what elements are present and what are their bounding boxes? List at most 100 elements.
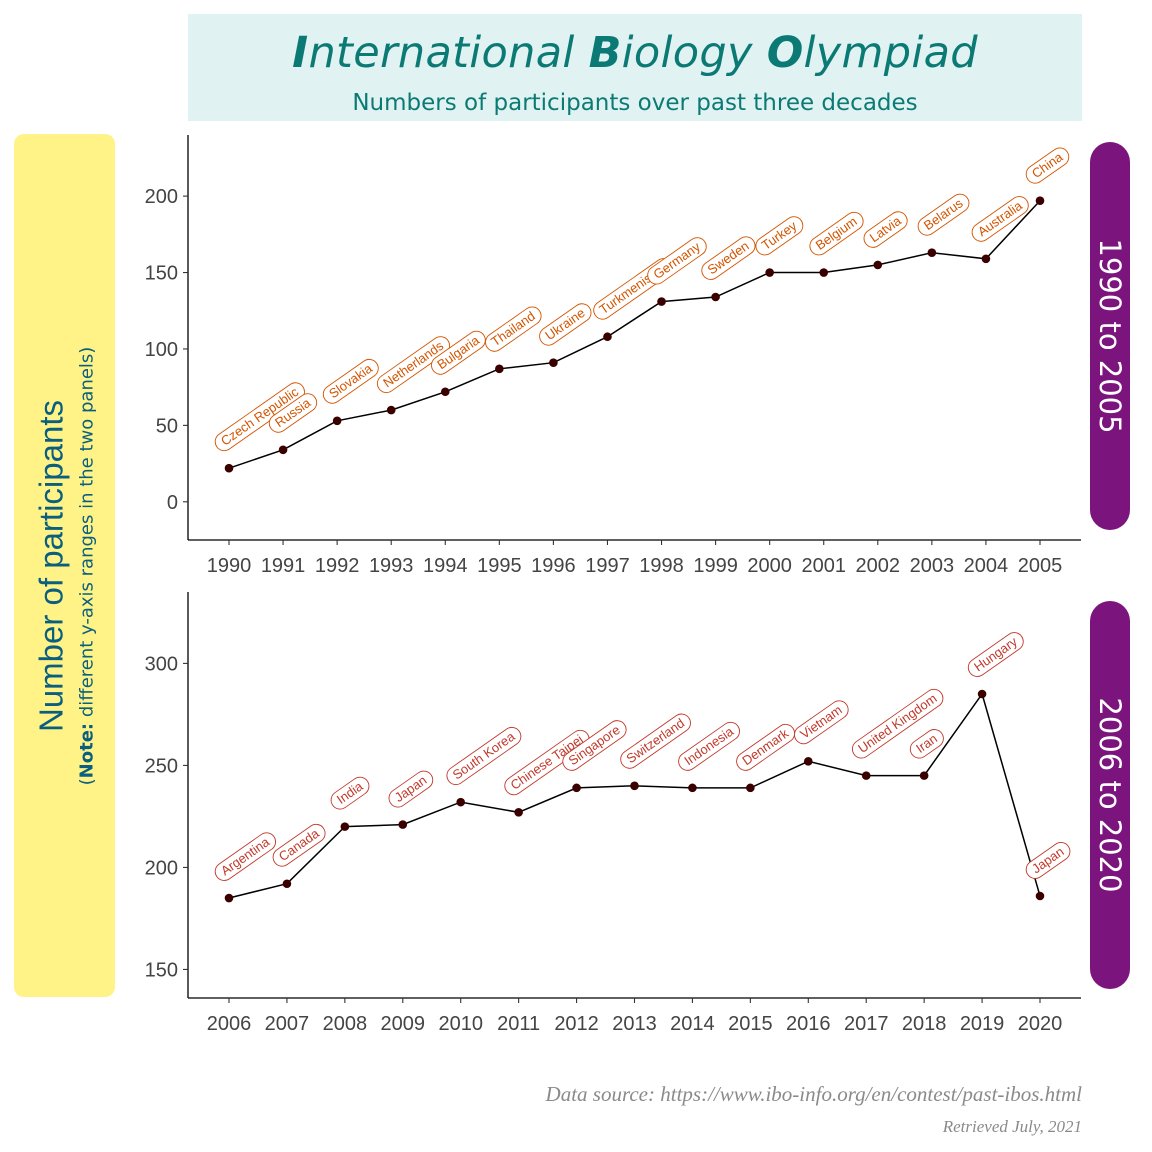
data-label: Sweden [701,236,756,280]
data-label: Belgium [809,211,864,256]
data-point [657,297,666,306]
x-tick-label: 1990 [207,555,252,577]
title-part-iology: iology [621,28,767,78]
title-part-b: B [588,28,622,78]
data-point [549,358,558,368]
data-point [927,248,937,257]
data-label-box [272,823,326,867]
data-label-box [809,211,864,256]
data-label-box [214,382,305,452]
title-part-lympiad: lympiad [803,28,978,78]
data-point [803,757,813,766]
x-tick-label: 2020 [1018,1013,1063,1035]
caption-source: Data source: https://www.ibo-info.org/en… [545,1082,1082,1106]
data-point [919,771,929,780]
x-tick-label: 2005 [1018,555,1063,577]
data-label: Hungary [967,632,1024,677]
data-label-text: Denmark [739,725,791,768]
y-tick-label: 250 [145,755,178,777]
title-part-nternational: nternational [308,28,589,78]
data-point [278,445,288,455]
y-tick-label: 150 [145,959,178,981]
title-part-o: O [766,28,804,78]
y-axis-label-box: Number of participants (Note: different … [14,134,115,997]
x-tick-label: 2006 [207,1013,252,1035]
data-label-box [967,632,1024,677]
data-label: Vietnam [794,700,849,745]
data-label-box [431,330,486,375]
data-label-box [268,393,318,433]
x-tick-label: 1996 [531,555,576,577]
data-point [386,405,396,415]
data-label-box [647,237,707,285]
data-label: China [1025,147,1070,184]
data-point [282,879,292,889]
title-part-i: I [292,28,309,78]
data-label-box [701,236,756,280]
data-point [456,797,466,807]
data-point [1035,196,1045,206]
data-label-text: Argentina [218,834,273,879]
y-tick-label: 0 [167,492,178,514]
x-tick-label: 2019 [960,1013,1005,1035]
data-label-box [485,306,542,352]
data-label-text: Australia [975,197,1026,239]
x-tick-label: 2012 [554,1013,599,1035]
x-tick-label: 2008 [323,1013,368,1035]
data-point [765,268,774,277]
data-label: Thailand [485,306,542,352]
data-label-box [376,336,451,394]
data-label: Latvia [863,211,908,248]
x-tick-label: 1994 [423,555,468,577]
data-label-box [620,713,691,769]
data-label-box [736,723,796,771]
data-label-box [851,688,944,759]
y-tick-label: 200 [145,186,178,208]
panel-strip-bottom: 2006 to 2020 [1090,601,1130,989]
y-tick-label: 100 [145,339,178,361]
data-label: Canada [272,823,326,867]
data-label-box [446,726,522,786]
data-point [630,781,639,791]
data-label-text: Indonesia [681,723,736,768]
data-label: Belarus [917,193,970,236]
x-tick-label: 2016 [786,1013,831,1035]
data-label: India [330,776,370,810]
data-label: Germany [647,237,707,285]
x-tick-label: 1992 [315,555,360,577]
data-label-box [504,729,590,796]
data-label-box [794,700,849,745]
data-label: Argentina [214,832,277,881]
x-tick-label: 1993 [369,555,414,577]
data-label: Japan [388,770,434,808]
data-point [688,783,697,793]
y-tick-label: 200 [145,857,178,879]
data-label-box [562,720,627,771]
x-tick-label: 1998 [639,555,684,577]
x-tick-label: 2018 [902,1013,947,1035]
x-tick-label: 2015 [728,1013,773,1035]
data-point [398,820,408,829]
x-tick-label: 2002 [856,555,901,577]
data-point [603,332,612,342]
data-label-box [330,776,370,810]
x-tick-label: 2010 [438,1013,483,1035]
data-label-box [388,770,434,808]
data-point [861,771,871,780]
chart-title: International Biology Olympiad [188,28,1082,78]
data-point [332,416,342,426]
data-label-box [917,193,970,236]
data-label: Iran [909,729,944,759]
data-point [977,689,987,699]
data-label-box [971,196,1029,242]
series-line-top [228,200,1041,469]
x-tick-label: 2001 [801,555,846,577]
y-tick-label: 300 [145,653,178,675]
x-tick-label: 2014 [670,1013,715,1035]
panel-strip-top: 1990 to 2005 [1090,142,1130,530]
data-label: Slovakia [322,358,379,404]
data-label: Denmark [736,723,796,771]
data-point [1035,891,1045,901]
data-point [572,783,581,793]
